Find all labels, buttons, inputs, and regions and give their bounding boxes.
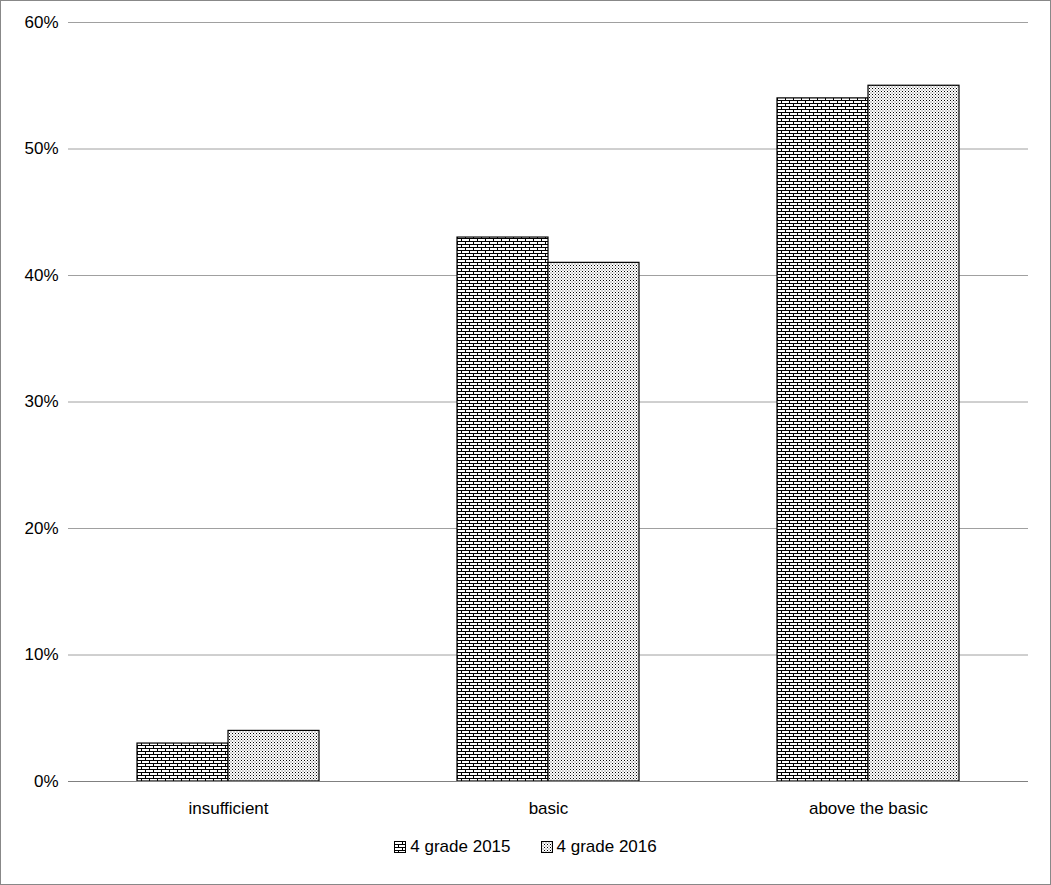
svg-text:insufficient: insufficient [188, 799, 268, 818]
svg-text:50%: 50% [24, 139, 58, 158]
svg-text:10%: 10% [24, 645, 58, 664]
svg-text:basic: basic [529, 799, 569, 818]
svg-text:30%: 30% [24, 392, 58, 411]
html-text:4 grade 2015: 4 grade 2015 [410, 837, 511, 856]
svg-text:20%: 20% [24, 519, 58, 538]
svg-text:above the basic: above the basic [809, 799, 929, 818]
html-text:4 grade 2016: 4 grade 2016 [556, 837, 657, 856]
svg-text:40%: 40% [24, 266, 58, 285]
svg-text:0%: 0% [34, 772, 59, 791]
svg-text:60%: 60% [24, 13, 58, 32]
